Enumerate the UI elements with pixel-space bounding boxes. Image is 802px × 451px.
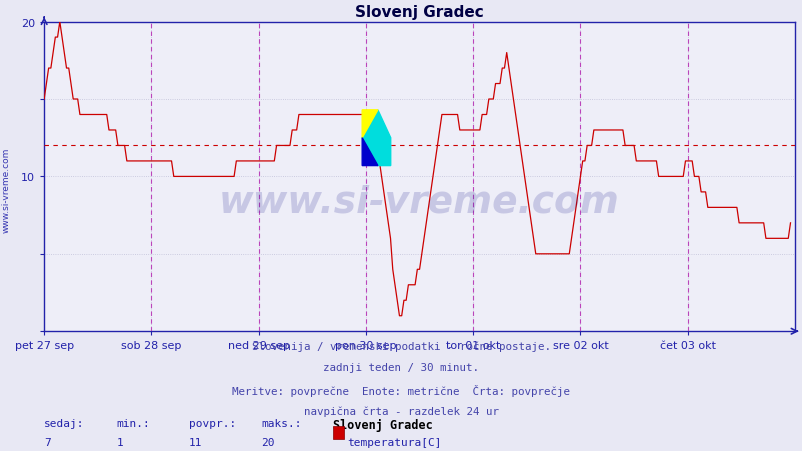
Title: Slovenj Gradec: Slovenj Gradec bbox=[354, 5, 484, 20]
Polygon shape bbox=[362, 138, 378, 166]
Text: www.si-vreme.com: www.si-vreme.com bbox=[219, 184, 619, 220]
Polygon shape bbox=[362, 110, 378, 138]
Text: www.si-vreme.com: www.si-vreme.com bbox=[2, 147, 11, 232]
Text: Slovenija / vremenski podatki - ročne postaje.: Slovenija / vremenski podatki - ročne po… bbox=[252, 341, 550, 351]
Text: Slovenj Gradec: Slovenj Gradec bbox=[333, 419, 432, 432]
Text: navpična črta - razdelek 24 ur: navpična črta - razdelek 24 ur bbox=[304, 405, 498, 416]
Text: maks.:: maks.: bbox=[261, 419, 301, 428]
Text: 20: 20 bbox=[261, 437, 274, 446]
Text: temperatura[C]: temperatura[C] bbox=[346, 437, 441, 446]
Text: 11: 11 bbox=[188, 437, 202, 446]
Text: 7: 7 bbox=[44, 437, 51, 446]
Text: povpr.:: povpr.: bbox=[188, 419, 236, 428]
Text: sedaj:: sedaj: bbox=[44, 419, 84, 428]
Polygon shape bbox=[362, 110, 391, 166]
Text: zadnji teden / 30 minut.: zadnji teden / 30 minut. bbox=[323, 362, 479, 372]
Text: Meritve: povprečne  Enote: metrične  Črta: povprečje: Meritve: povprečne Enote: metrične Črta:… bbox=[233, 384, 569, 396]
Text: 1: 1 bbox=[116, 437, 123, 446]
Text: min.:: min.: bbox=[116, 419, 150, 428]
